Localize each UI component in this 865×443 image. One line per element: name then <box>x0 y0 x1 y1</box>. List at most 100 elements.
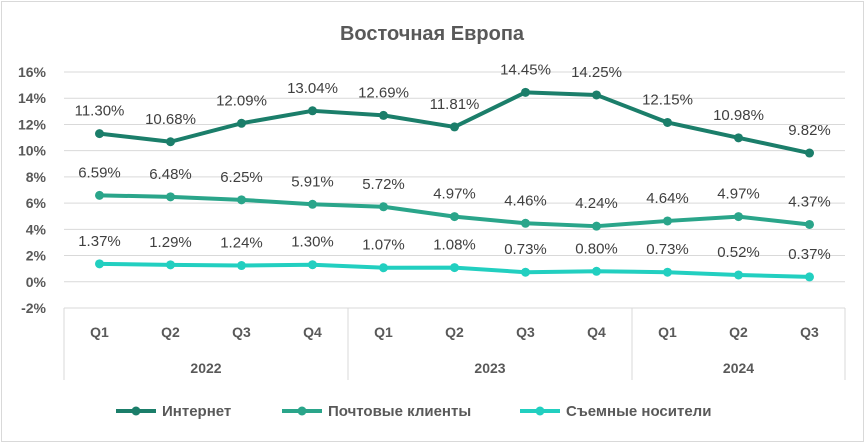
y-tick-label: 12% <box>18 116 47 132</box>
y-tick-label: 0% <box>26 274 47 290</box>
series-group: 11.30% 10.68% 12.09% 13.04% 12.69% 11.81% 14.4… <box>75 61 831 282</box>
series-3: 1.37% 1.29% 1.24% 1.30% 1.07% 1.08% 0.73% 0.80%… <box>78 233 831 282</box>
legend-label: Интернет <box>162 403 231 420</box>
data-point <box>308 260 317 270</box>
year-label: 2024 <box>723 360 754 376</box>
data-label: 1.37% <box>78 233 121 250</box>
data-point <box>95 129 104 139</box>
data-label: 10.68% <box>145 111 196 128</box>
data-point <box>237 261 246 271</box>
y-tick-label: 14% <box>18 90 47 106</box>
x-tick-label: Q2 <box>445 324 464 340</box>
data-label: 4.46% <box>504 192 547 209</box>
data-label: 4.97% <box>433 186 476 203</box>
y-tick-label: 8% <box>26 169 47 185</box>
legend-item: Почтовые клиенты <box>282 403 471 420</box>
data-label: 1.29% <box>149 234 192 251</box>
data-point <box>308 199 317 209</box>
gridlines <box>64 71 845 309</box>
data-label: 11.30% <box>75 103 125 120</box>
data-point <box>805 148 814 158</box>
x-tick-label: Q2 <box>161 324 180 340</box>
data-label: 4.37% <box>788 193 831 210</box>
series-2: 6.59% 6.48% 6.25% 5.91% 5.72% 4.97% 4.46% 4.24%… <box>78 164 831 231</box>
data-label: 5.72% <box>362 176 405 193</box>
data-point <box>521 218 530 228</box>
data-label: 6.59% <box>78 164 121 181</box>
data-label: 1.08% <box>433 237 476 254</box>
data-point <box>95 190 104 200</box>
data-point <box>450 122 459 132</box>
y-tick-label: -2% <box>21 300 46 316</box>
data-point <box>663 216 672 226</box>
data-point <box>379 110 388 120</box>
data-label: 0.73% <box>646 241 689 258</box>
series-1: 11.30% 10.68% 12.09% 13.04% 12.69% 11.81% 14.4… <box>75 61 831 158</box>
data-label: 12.69% <box>358 84 409 101</box>
data-point <box>663 267 672 277</box>
data-label: 11.81% <box>430 96 480 113</box>
legend-item: Интернет <box>116 403 231 420</box>
data-point <box>166 260 175 270</box>
year-label: 2022 <box>190 360 221 376</box>
data-point <box>521 267 530 277</box>
y-tick-label: 6% <box>26 195 47 211</box>
year-label: 2023 <box>474 360 505 376</box>
data-point <box>166 192 175 202</box>
x-tick-label: Q3 <box>800 324 819 340</box>
data-label: 9.82% <box>788 122 831 139</box>
legend-label: Почтовые клиенты <box>328 403 471 420</box>
data-point <box>521 87 530 97</box>
y-axis: 16% 14% 12% 10% 8% 6% 4% 2% 0% -2% <box>18 64 47 316</box>
y-tick-label: 10% <box>18 143 47 159</box>
legend-label: Съемные носители <box>566 403 711 420</box>
data-point <box>379 202 388 212</box>
x-tick-label: Q4 <box>587 324 606 340</box>
x-tick-label: Q4 <box>303 324 322 340</box>
data-label: 13.04% <box>287 80 338 97</box>
x-tick-label: Q2 <box>729 324 748 340</box>
data-label: 4.24% <box>575 195 618 212</box>
data-label: 14.25% <box>571 64 622 81</box>
data-point <box>592 266 601 276</box>
data-point <box>450 263 459 273</box>
legend: Интернет Почтовые клиенты Съемные носители <box>116 403 711 420</box>
legend-marker <box>131 406 141 416</box>
y-tick-label: 4% <box>26 221 47 237</box>
data-point <box>95 259 104 269</box>
data-label: 12.09% <box>216 92 267 109</box>
data-point <box>592 90 601 100</box>
data-point <box>734 133 743 143</box>
data-point <box>663 117 672 127</box>
x-tick-label: Q1 <box>374 324 393 340</box>
data-label: 10.98% <box>713 107 764 124</box>
data-point <box>734 212 743 222</box>
data-label: 6.25% <box>220 169 263 186</box>
data-point <box>805 219 814 229</box>
data-point <box>237 118 246 128</box>
data-point <box>592 221 601 231</box>
y-tick-label: 2% <box>26 248 47 264</box>
data-label: 1.30% <box>291 234 334 251</box>
data-point <box>734 270 743 280</box>
data-label: 12.15% <box>642 91 693 108</box>
chart-title: Восточная Европа <box>340 23 525 45</box>
data-point <box>237 195 246 205</box>
data-label: 1.24% <box>220 235 263 252</box>
data-label: 4.97% <box>717 186 760 203</box>
data-label: 14.45% <box>500 61 551 78</box>
data-label: 0.80% <box>575 240 618 257</box>
x-tick-label: Q3 <box>516 324 535 340</box>
legend-marker <box>535 406 545 416</box>
data-point <box>805 272 814 282</box>
data-point <box>379 263 388 273</box>
data-point <box>166 137 175 147</box>
legend-marker <box>297 406 307 416</box>
x-axis: Q1 Q2 Q3 Q4 Q1 Q2 Q3 Q4 Q1 Q2 Q3 2022 2023 2024 <box>63 308 846 380</box>
y-tick-label: 16% <box>18 64 47 80</box>
data-label: 4.64% <box>646 190 689 207</box>
x-tick-label: Q1 <box>90 324 109 340</box>
data-label: 0.52% <box>717 244 760 261</box>
